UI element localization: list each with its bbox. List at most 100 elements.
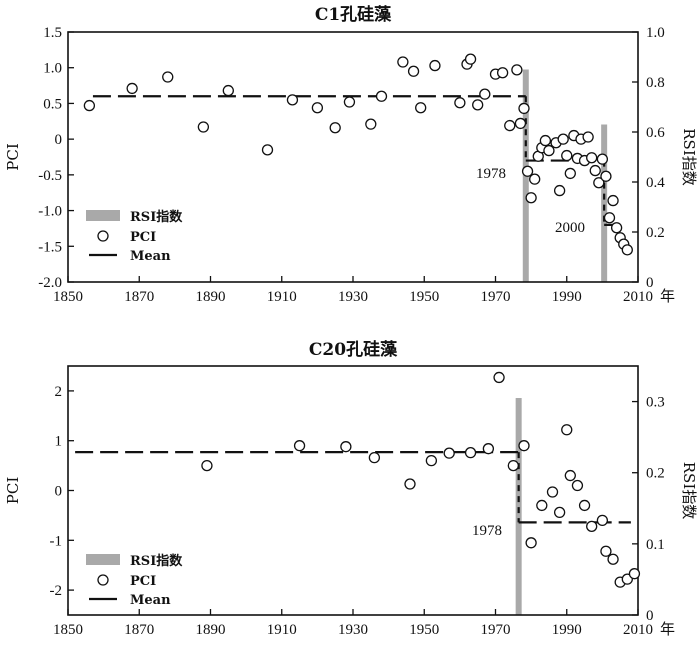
panel-1-pci-point <box>564 167 576 180</box>
panel-2-x-tick-label: 1910 <box>267 622 297 638</box>
panel-1-pci-point <box>407 65 420 77</box>
panel-2-pci-point <box>571 479 584 492</box>
panel-2-pci-point <box>425 454 438 467</box>
panel-2-pci-point <box>564 469 576 482</box>
panel-1-pci-point <box>582 131 594 143</box>
panel-1-pci-point <box>553 184 566 197</box>
panel-1-pci-point <box>521 165 534 177</box>
panel-2-pci-point <box>493 371 505 384</box>
panel-1-pci-point <box>464 53 477 65</box>
panel-1-legend-mean-label: Mean <box>130 249 171 264</box>
panel-2-y-tick-label: 0 <box>55 484 63 500</box>
panel-1-pci-point <box>561 149 573 162</box>
panel-1-y-tick-label: -1.0 <box>38 204 62 220</box>
panel-1-x-tick-label: 1990 <box>552 289 582 305</box>
panel-1-pci-point <box>557 133 569 145</box>
panel-1-pci-point <box>529 173 541 185</box>
panel-1-y2-axis-label: RSI指数 <box>680 128 698 186</box>
panel-2-pci-point <box>596 514 609 527</box>
panel-2-rsi-bar-1 <box>515 398 522 615</box>
panel-1-pci-point <box>222 84 234 97</box>
panel-2-x-tick-label: 1970 <box>481 622 511 638</box>
panel-1-pci-point <box>397 56 409 68</box>
panel-2-legend-pci-marker <box>97 574 109 586</box>
panel-1-legend-rsi-swatch <box>86 210 120 221</box>
panel-2-pci-point <box>525 537 537 549</box>
panel-1-x-tick-label: 1970 <box>481 289 511 305</box>
panel-1-pci-point <box>518 102 530 115</box>
panel-1-y2-tick-label: 0 <box>646 275 654 291</box>
panel-2-y2-tick-label: 0 <box>646 608 654 624</box>
panel-2-change-year-1978: 1978 <box>472 523 502 539</box>
panel-1-y2-tick-label: 0.2 <box>646 225 665 241</box>
panel-2-x-tick-label: 1930 <box>338 622 368 638</box>
panel-2-x-tick-label: 1890 <box>196 622 226 638</box>
panel-2-legend-pci-label: PCI <box>130 574 156 589</box>
panel-1-x-tick-label: 1890 <box>196 289 226 305</box>
panel-1-pci-point <box>415 102 427 114</box>
panel-1-pci-point <box>603 212 616 224</box>
panel-2-y2-tick-label: 0.1 <box>646 537 665 553</box>
panel-2-y2-tick-label: 0.2 <box>646 466 665 482</box>
panel-1-y-tick-label: 0 <box>55 132 63 148</box>
panel-1-y-tick-label: -1.5 <box>38 239 62 255</box>
panel-1-pci-point <box>261 144 274 156</box>
panel-1-y2-tick-label: 0.8 <box>646 75 665 91</box>
panel-2-y-tick-label: -1 <box>50 533 63 549</box>
panel-1-pci-point <box>472 99 484 111</box>
panel-1-pci-point <box>621 244 633 256</box>
panel-2-pci-point <box>293 440 306 452</box>
panel-1-x-tick-label: 2010 <box>623 289 653 305</box>
panel-1-pci-point <box>504 119 516 132</box>
panel-2-legend-rsi-swatch <box>86 554 120 565</box>
panel-2-legend-mean-label: Mean <box>130 593 171 608</box>
panel-1-pci-point <box>496 67 509 79</box>
panel-1-pci-point <box>429 59 441 72</box>
panel-1-pci-point <box>607 194 619 207</box>
panel-2-pci-point <box>518 440 530 452</box>
panel-1-y-tick-label: -2.0 <box>38 275 62 291</box>
panel-2-pci-point <box>628 568 641 580</box>
panel-1-pci-point <box>479 88 491 100</box>
panel-2-y-axis-label: PCI <box>4 477 22 505</box>
panel-2-y-tick-label: 1 <box>55 434 63 450</box>
panel-2-pci-point <box>607 553 619 565</box>
panel-1-pci-point <box>596 153 609 165</box>
panel-1-pci-point <box>375 90 388 102</box>
panel-1-x-tick-label: 1850 <box>53 289 83 305</box>
panel-1-pci-point <box>286 94 299 106</box>
panel-1-y-tick-label: -0.5 <box>38 168 62 184</box>
panel-1-y2-tick-label: 0.4 <box>646 175 665 191</box>
panel-1-pci-point <box>197 121 210 133</box>
panel-2-x-tick-label: 1850 <box>53 622 83 638</box>
panel-2-x-tick-label: 2010 <box>623 622 653 638</box>
panel-1-pci-point <box>514 117 527 130</box>
panel-2-pci-point <box>464 447 477 459</box>
panel-1-y-tick-label: 1.0 <box>43 61 62 77</box>
panel-1-x-tick-label: 1910 <box>267 289 297 305</box>
panel-1-pci-point <box>343 96 356 108</box>
panel-2-pci-point <box>340 441 352 453</box>
panel-1-change-year-1978: 1978 <box>476 166 506 182</box>
panel-2-y-tick-label: 2 <box>55 384 63 400</box>
panel-2-x-tick-label: 1950 <box>409 622 439 638</box>
panel-1-x-unit: 年 <box>660 287 675 305</box>
panel-2-pci-point <box>482 443 495 455</box>
panel-1-pci-point <box>311 102 324 114</box>
panel-2-y-tick-label: -2 <box>50 583 63 599</box>
panel-1-y-tick-label: 1.5 <box>43 25 62 41</box>
panel-1-pci-point <box>600 170 612 182</box>
panel-1-change-year-2000: 2000 <box>555 220 585 236</box>
panel-2-pci-point <box>368 451 381 464</box>
panel-1-x-tick-label: 1950 <box>409 289 439 305</box>
panel-2-pci-point <box>578 499 591 512</box>
panel-1-title: C1孔硅藻 <box>315 4 392 25</box>
panel-2-y2-axis-label: RSI指数 <box>680 462 698 520</box>
panel-1-legend-pci-marker <box>97 230 109 242</box>
panel-2-pci-point <box>553 506 566 519</box>
panel-1-pci-point <box>162 71 174 83</box>
panel-1-pci-point <box>329 122 341 134</box>
panel-1-pci-point <box>365 118 377 130</box>
panel-1-pci-point <box>586 152 598 164</box>
